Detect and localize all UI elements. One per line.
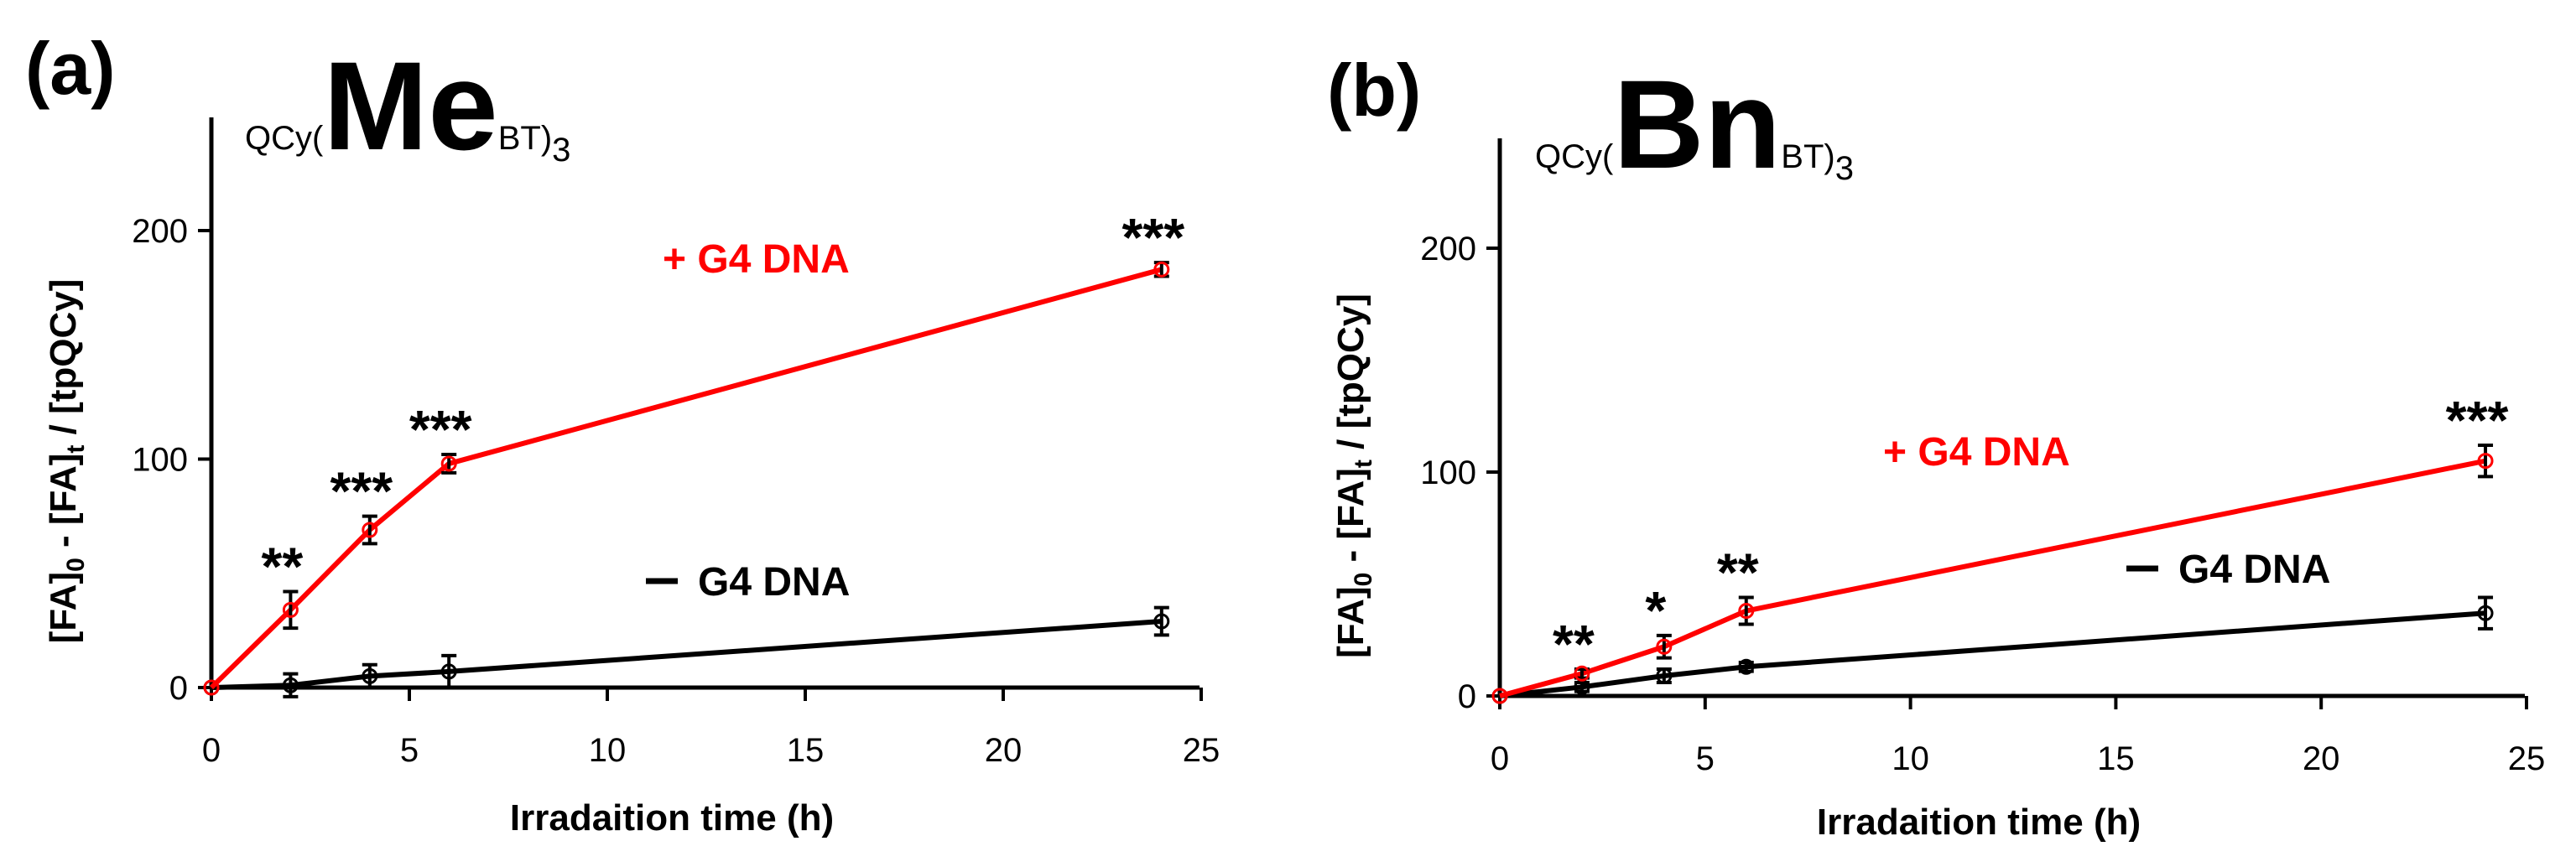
significance-label: ** bbox=[261, 537, 303, 597]
legend-minus-g4-label: G4 DNA bbox=[2178, 548, 2330, 592]
significance-label: ** bbox=[1717, 543, 1759, 603]
data-point bbox=[282, 677, 299, 693]
data-point bbox=[1738, 603, 1755, 620]
y-title-sub: 0 bbox=[1350, 573, 1377, 587]
data-point bbox=[1153, 261, 1170, 278]
x-tick-label: 15 bbox=[2097, 740, 2135, 777]
y-tick-label: 200 bbox=[132, 213, 188, 250]
significance-label: ** bbox=[1553, 614, 1595, 674]
y-title-part: / [tpQCy] bbox=[43, 279, 84, 445]
y-tick-label: 200 bbox=[1420, 231, 1476, 267]
x-axis-title: Irradaition time (h) bbox=[510, 797, 834, 838]
y-tick-label: 100 bbox=[1420, 454, 1476, 491]
data-point bbox=[1153, 613, 1170, 630]
significance-label: *** bbox=[330, 461, 393, 522]
y-title-part: - [FA] bbox=[43, 454, 84, 558]
y-tick-label: 0 bbox=[169, 670, 188, 707]
legend-plus-g4: + G4 DNA bbox=[1883, 430, 2070, 475]
x-tick-label: 5 bbox=[400, 732, 419, 769]
data-point bbox=[2477, 605, 2494, 621]
y-title-sub: 0 bbox=[62, 558, 90, 572]
data-point bbox=[440, 663, 457, 680]
x-tick-label: 5 bbox=[1696, 740, 1715, 777]
x-tick-label: 10 bbox=[589, 732, 627, 769]
data-point bbox=[362, 522, 378, 538]
x-tick-label: 20 bbox=[985, 732, 1023, 769]
legend-minus-g4: G4 DNA bbox=[2126, 548, 2330, 592]
data-point bbox=[1574, 665, 1590, 682]
compound-subscript: BT) bbox=[1781, 138, 1834, 175]
x-tick-label: 0 bbox=[202, 732, 221, 769]
significance-label: *** bbox=[1121, 207, 1184, 267]
y-title-part: - [FA] bbox=[1330, 468, 1371, 573]
x-tick-label: 25 bbox=[1183, 732, 1220, 769]
compound-name: QCy(BnBT)3 bbox=[1535, 54, 1854, 195]
compound-prefix: QCy( bbox=[245, 120, 324, 157]
x-tick-label: 15 bbox=[787, 732, 825, 769]
compound-main: Bn bbox=[1613, 54, 1781, 195]
data-point bbox=[1656, 638, 1673, 655]
y-title-part: [FA] bbox=[1330, 586, 1371, 658]
y-title-sub: t bbox=[1350, 459, 1377, 468]
compound-prefix: QCy( bbox=[1535, 138, 1614, 175]
series-plus-g4 bbox=[1491, 443, 2494, 704]
compound-suffix: 3 bbox=[1835, 150, 1854, 187]
data-point bbox=[282, 601, 299, 618]
compound-subscript: BT) bbox=[498, 120, 552, 157]
chart-panel-a: (a) QCy(MeBT)3 0 5 10 15 20 25 0 100 200 Irradaitio… bbox=[25, 27, 1220, 838]
series-line bbox=[211, 618, 1163, 690]
series-minus-g4 bbox=[1491, 595, 2494, 704]
significance-label: *** bbox=[2446, 390, 2509, 450]
significance-label: *** bbox=[409, 399, 472, 459]
data-point bbox=[2477, 453, 2494, 470]
significance-label: * bbox=[1645, 580, 1666, 641]
compound-main: Me bbox=[323, 35, 497, 176]
x-tick-label: 0 bbox=[1491, 740, 1509, 777]
y-title-part: [FA] bbox=[43, 572, 84, 644]
data-point bbox=[203, 679, 220, 696]
data-point bbox=[440, 455, 457, 472]
y-axis-title: [FA]0 - [FA]t / [tpQCy] bbox=[43, 279, 90, 644]
series-plus-g4 bbox=[203, 261, 1170, 696]
y-tick-label: 0 bbox=[1458, 678, 1476, 715]
panel-label: (a) bbox=[25, 27, 116, 110]
data-point bbox=[1656, 667, 1673, 684]
y-title-part: / [tpQCy] bbox=[1330, 293, 1371, 459]
y-axis-title: [FA]0 - [FA]t / [tpQCy] bbox=[1330, 293, 1377, 658]
series-minus-g4 bbox=[203, 605, 1170, 698]
compound-suffix: 3 bbox=[552, 132, 570, 169]
data-point bbox=[1738, 658, 1755, 675]
legend-minus-g4-label: G4 DNA bbox=[698, 560, 850, 605]
data-point bbox=[362, 667, 378, 684]
data-point bbox=[1491, 688, 1508, 704]
legend-plus-g4: + G4 DNA bbox=[663, 237, 850, 282]
x-tick-label: 20 bbox=[2303, 740, 2340, 777]
series-line bbox=[1499, 458, 2486, 698]
compound-name: QCy(MeBT)3 bbox=[245, 35, 570, 176]
x-tick-label: 10 bbox=[1892, 740, 1929, 777]
y-title-sub: t bbox=[62, 445, 90, 454]
legend-minus-g4: G4 DNA bbox=[646, 560, 850, 605]
panel-label: (b) bbox=[1327, 49, 1421, 132]
y-tick-label: 100 bbox=[132, 442, 188, 479]
x-axis-title: Irradaition time (h) bbox=[1817, 802, 2141, 843]
chart-panel-b: (b) QCy(BnBT)3 0 5 10 15 20 25 0 100 200 Irradaitio… bbox=[1327, 49, 2545, 843]
x-tick-label: 25 bbox=[2508, 740, 2546, 777]
